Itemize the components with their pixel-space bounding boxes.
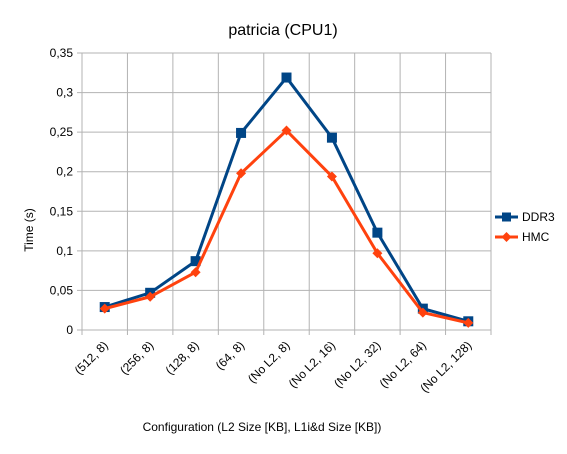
y-tick-label: 0,1 <box>56 244 73 258</box>
x-axis-title: Configuration (L2 Size [KB], L1i&d Size … <box>143 420 382 434</box>
x-tick-labels: (512, 8) (256, 8) (128, 8) (64, 8)(No L2, 8… <box>72 338 475 395</box>
y-tick-label: 0,05 <box>50 283 74 297</box>
x-tick-label: (64, 8) <box>213 338 247 372</box>
grid <box>77 52 492 335</box>
data-point <box>190 256 201 267</box>
x-tick-label: (No L2, 8) <box>245 338 293 386</box>
data-point <box>417 307 428 318</box>
y-tick-labels: 0 0,05 0,1 0,15 0,2 0,25 0,3 0,35 <box>50 46 74 337</box>
y-tick-label: 0,15 <box>50 204 74 218</box>
data-point <box>99 303 110 314</box>
series-hmc <box>99 125 474 328</box>
data-point <box>326 132 337 143</box>
legend-label: DDR3 <box>522 210 555 224</box>
data-point <box>372 248 383 259</box>
chart-title: patricia (CPU1) <box>228 22 337 39</box>
series-line <box>104 76 469 323</box>
data-point <box>190 267 201 278</box>
x-tick-label: (No L2, 32) <box>331 338 383 390</box>
y-tick-label: 0 <box>66 323 73 337</box>
y-tick-label: 0,3 <box>56 86 73 100</box>
legend: DDR3 HMC <box>495 210 555 244</box>
data-point <box>372 227 383 238</box>
legend-marker <box>502 212 511 222</box>
legend-item-hmc: HMC <box>495 230 550 244</box>
data-point <box>145 291 156 302</box>
y-tick-label: 0,2 <box>56 165 73 179</box>
series-ddr3 <box>99 72 474 327</box>
x-tick-label: (512, 8) <box>72 338 111 377</box>
x-tick-label: (No L2, 16) <box>286 338 338 390</box>
x-tick-label: (256, 8) <box>117 338 156 377</box>
y-axis-title: Time (s) <box>22 208 36 252</box>
legend-label: HMC <box>522 230 550 244</box>
data-point <box>236 127 247 138</box>
legend-marker <box>501 232 512 242</box>
x-tick-label: (128, 8) <box>163 338 202 377</box>
data-point <box>463 317 474 328</box>
data-point <box>236 168 247 179</box>
legend-item-ddr3: DDR3 <box>495 210 555 224</box>
data-point <box>326 171 337 182</box>
y-tick-label: 0,35 <box>50 46 74 60</box>
data-point <box>281 72 292 83</box>
data-point <box>281 125 292 136</box>
series <box>99 72 474 328</box>
y-tick-label: 0,25 <box>50 125 74 139</box>
